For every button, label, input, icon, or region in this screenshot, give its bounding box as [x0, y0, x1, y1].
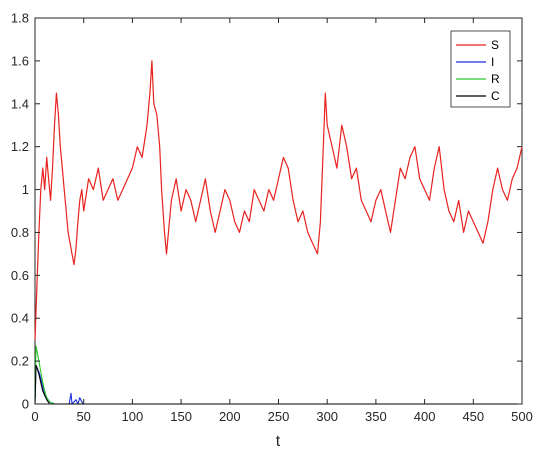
legend-label-C: C: [491, 89, 500, 103]
y-tick-label: 0.8: [11, 225, 29, 240]
legend-label-R: R: [491, 72, 500, 86]
x-tick-label: 250: [268, 409, 290, 424]
x-tick-label: 200: [219, 409, 241, 424]
x-tick-label: 350: [365, 409, 387, 424]
series-line-C: [34, 364, 522, 405]
x-tick-label: 300: [316, 409, 338, 424]
legend-box: [450, 30, 511, 108]
y-tick-label: 1.2: [11, 139, 29, 154]
y-tick-label: 0.6: [11, 268, 29, 283]
legend-label-S: S: [491, 38, 499, 52]
x-tick-label: 0: [31, 409, 38, 424]
y-tick-label: 0.4: [11, 311, 29, 326]
y-tick-label: 0.2: [11, 354, 29, 369]
x-tick-label: 400: [414, 409, 436, 424]
legend-label-I: I: [491, 55, 494, 69]
x-tick-label: 450: [462, 409, 484, 424]
y-tick-label: 1.4: [11, 96, 29, 111]
x-tick-label: 100: [122, 409, 144, 424]
y-tick-label: 1: [22, 182, 29, 197]
x-tick-label: 50: [76, 409, 90, 424]
x-tick-label: 150: [170, 409, 192, 424]
y-tick-label: 1.8: [11, 11, 29, 26]
x-tick-label: 500: [511, 409, 533, 424]
plot-area: [34, 17, 523, 405]
y-tick-label: 0: [22, 397, 29, 412]
series-line-S: [34, 60, 523, 340]
series-line-R: [34, 345, 522, 405]
y-tick-label: 1.6: [11, 53, 29, 68]
ticks-layer: 0 50 100 150 200 250 300 350 400 450 500 0 0.2 0.4 0.6…: [11, 11, 533, 425]
x-axis-label: t: [276, 433, 281, 450]
series-layer: [34, 60, 523, 405]
